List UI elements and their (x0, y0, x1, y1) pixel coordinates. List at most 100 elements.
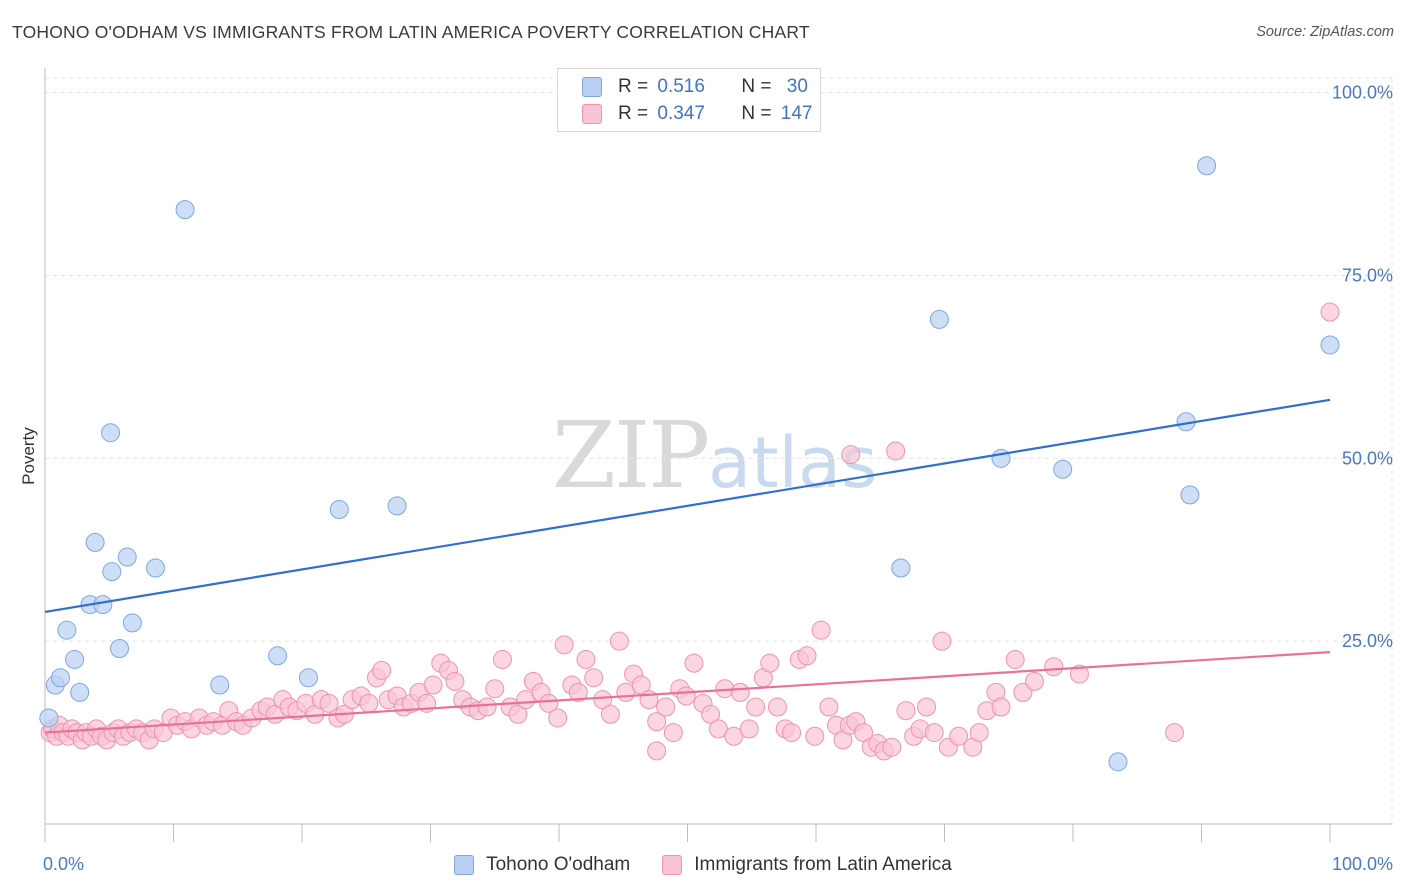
point-tohono (110, 638, 130, 658)
legend-swatch-pink (662, 855, 683, 875)
point-immigrants (676, 686, 696, 706)
watermark-zip: ZIP (552, 402, 710, 509)
y-tick-label: 100.0% (1332, 83, 1393, 103)
point-immigrants (932, 631, 952, 651)
point-tohono (1108, 752, 1128, 772)
point-immigrants (797, 646, 817, 666)
point-immigrants (593, 690, 613, 710)
point-immigrants (445, 671, 465, 691)
legend-item-tohono: Tohono O'odham (454, 854, 630, 876)
point-immigrants (886, 441, 906, 461)
point-immigrants (782, 723, 802, 743)
point-immigrants (663, 723, 683, 743)
point-tohono (329, 500, 349, 520)
point-tohono (70, 682, 90, 702)
point-immigrants (647, 741, 667, 761)
point-immigrants (1320, 302, 1340, 322)
point-immigrants (949, 726, 969, 746)
point-immigrants (508, 704, 528, 724)
point-immigrants (896, 701, 916, 721)
legend-r-label: R = (618, 76, 649, 97)
series-immigrants-from-latin-america (40, 302, 1340, 761)
point-tohono (175, 200, 195, 220)
point-tohono (146, 558, 166, 578)
point-immigrants (539, 693, 559, 713)
y-axis-label: Poverty (19, 427, 38, 485)
point-tohono (268, 646, 288, 666)
y-tick-label: 50.0% (1342, 448, 1393, 468)
point-immigrants (548, 708, 568, 728)
point-immigrants (841, 445, 861, 465)
legend-swatch-blue (582, 77, 602, 97)
point-tohono (39, 708, 59, 728)
point-immigrants (1005, 649, 1025, 669)
series-tohono-oodham (39, 156, 1340, 772)
point-immigrants (701, 704, 721, 724)
point-tohono (1197, 156, 1217, 176)
point-tohono (298, 668, 318, 688)
point-immigrants (882, 737, 902, 757)
series-legend: Tohono O'odham Immigrants from Latin Ame… (0, 852, 1406, 878)
legend-item-immigrants: Immigrants from Latin America (662, 854, 952, 876)
point-immigrants (584, 668, 604, 688)
point-tohono (1053, 459, 1073, 479)
point-immigrants (600, 704, 620, 724)
point-immigrants (1024, 671, 1044, 691)
point-immigrants (554, 635, 574, 655)
point-immigrants (969, 723, 989, 743)
point-immigrants (609, 631, 629, 651)
point-immigrants (730, 682, 750, 702)
legend-n-value: 147 (780, 103, 813, 124)
legend-n-value: 30 (786, 76, 808, 97)
point-immigrants (372, 660, 392, 680)
point-immigrants (746, 697, 766, 717)
point-immigrants (854, 723, 874, 743)
point-immigrants (516, 690, 536, 710)
legend-label-tohono: Tohono O'odham (486, 854, 631, 875)
point-immigrants (1069, 664, 1089, 684)
source-label: Source: ZipAtlas.com (1256, 24, 1394, 40)
point-tohono (57, 620, 77, 640)
point-tohono (122, 613, 142, 633)
point-immigrants (485, 679, 505, 699)
legend-label-immigrants: Immigrants from Latin America (694, 854, 952, 875)
trend-line-tohono (44, 398, 1331, 613)
legend-swatch-blue (454, 855, 475, 875)
point-immigrants (656, 697, 676, 717)
y-tick-label: 25.0% (1342, 631, 1393, 651)
legend-n-label: N = (741, 76, 772, 97)
point-immigrants (492, 649, 512, 669)
trend-lines (44, 398, 1331, 734)
point-tohono (891, 558, 911, 578)
axes (44, 68, 1392, 842)
point-immigrants (708, 719, 728, 739)
point-immigrants (1013, 682, 1033, 702)
point-immigrants (805, 726, 825, 746)
point-immigrants (647, 712, 667, 732)
point-tohono (387, 496, 407, 516)
point-immigrants (991, 697, 1011, 717)
point-immigrants (917, 697, 937, 717)
point-immigrants (423, 675, 443, 695)
point-immigrants (1044, 657, 1064, 677)
x-tick-label-max: 100.0% (1332, 854, 1393, 874)
point-immigrants (631, 675, 651, 695)
point-immigrants (819, 697, 839, 717)
point-immigrants (477, 697, 497, 717)
point-tohono (50, 668, 70, 688)
point-immigrants (760, 653, 780, 673)
legend-r-value: 0.516 (657, 76, 705, 97)
point-immigrants (576, 649, 596, 669)
trend-line-immigrants (44, 651, 1331, 734)
point-immigrants (811, 620, 831, 640)
legend-swatch-pink (582, 104, 602, 124)
x-tick-label-min: 0.0% (43, 854, 84, 874)
point-immigrants (739, 719, 759, 739)
point-tohono (101, 423, 121, 443)
point-tohono (210, 675, 230, 695)
chart-title: TOHONO O'ODHAM VS IMMIGRANTS FROM LATIN … (12, 22, 810, 42)
point-immigrants (924, 723, 944, 743)
point-tohono (1180, 485, 1200, 505)
legend-row-immigrants: R = 0.347 N = 147 (582, 102, 812, 126)
